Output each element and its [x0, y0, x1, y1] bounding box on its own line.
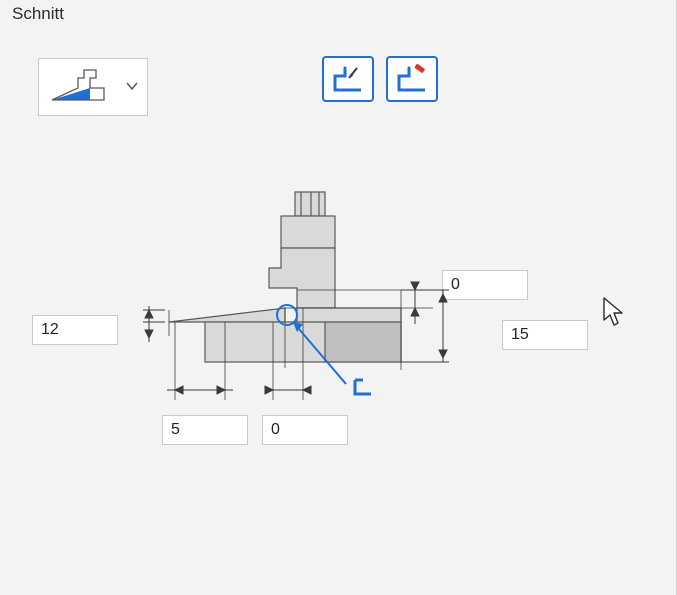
bottom-left-width-input[interactable]: 5 [162, 415, 248, 445]
profile-thumb [39, 60, 117, 114]
profile-dropdown[interactable] [38, 58, 148, 116]
mouse-cursor-icon [602, 296, 628, 328]
section-diagram [125, 190, 455, 410]
cut-inner-icon [331, 64, 365, 94]
mode-cut-inner-button[interactable] [322, 56, 374, 102]
chevron-down-icon [117, 79, 147, 96]
panel-title: Schnitt [12, 4, 64, 24]
cut-edit-icon [395, 64, 429, 94]
bottom-center-offset-input[interactable]: 0 [262, 415, 348, 445]
mode-cut-edit-button[interactable] [386, 56, 438, 102]
right-depth-input[interactable]: 15 [502, 320, 588, 350]
left-height-input[interactable]: 12 [32, 315, 118, 345]
